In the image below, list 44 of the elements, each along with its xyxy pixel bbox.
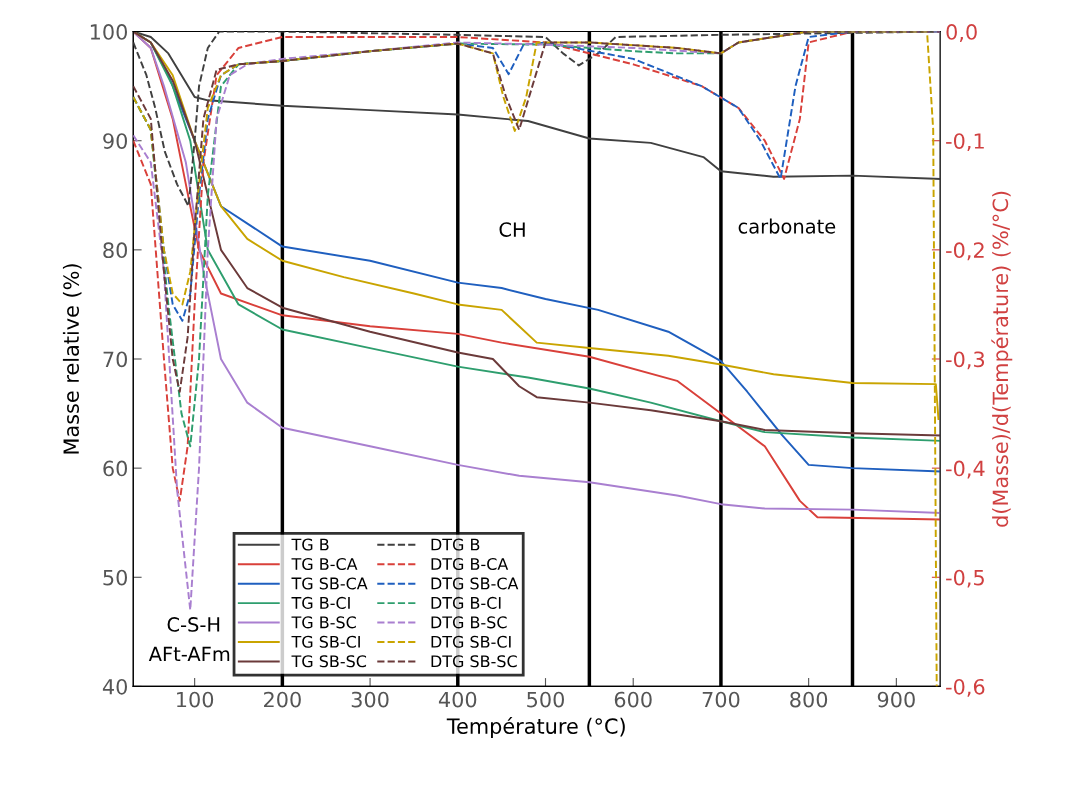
x-tick-label: 700 xyxy=(702,691,740,708)
y-axis-title: Masse relative (%) xyxy=(62,264,82,454)
legend-label: TG SB-SC xyxy=(291,655,367,668)
y-tick-label: 70 xyxy=(103,351,128,368)
x-tick-label: 100 xyxy=(177,691,214,708)
y2-tick-label: 0,0 xyxy=(946,24,977,42)
legend-label: DTG SB-CA xyxy=(431,577,519,590)
legend-label: TG B-CA xyxy=(291,557,358,571)
y2-tick-label: -0,3 xyxy=(946,351,985,370)
legend-label: TG SB-CA xyxy=(291,577,368,590)
y2-tick-label: -0,5 xyxy=(946,569,984,588)
x-tick-label: 600 xyxy=(614,691,652,708)
x-tick-label: 900 xyxy=(877,691,915,708)
legend-label: DTG B-CA xyxy=(431,557,509,571)
legend-label: TG B-CI xyxy=(291,596,350,609)
annotation: carbonate xyxy=(738,218,836,234)
legend-label: DTG B xyxy=(431,538,480,551)
y2-tick-label: -0,6 xyxy=(946,678,985,697)
y-tick-label: 50 xyxy=(103,569,128,586)
y-tick-label: 100 xyxy=(90,24,127,40)
legend-label: DTG B-SC xyxy=(431,616,507,629)
y2-axis-title: d(Masse)/d(Température) (%/°C) xyxy=(991,191,1013,527)
y-tick-label: 80 xyxy=(103,242,128,259)
legend-label: TG SB-CI xyxy=(291,635,360,648)
legend-label: TG B-SC xyxy=(291,616,356,629)
annotation: CH xyxy=(499,222,525,237)
legend-label: DTG SB-CI xyxy=(431,635,511,648)
y-tick-label: 60 xyxy=(103,460,128,477)
y-tick-label: 40 xyxy=(102,678,128,695)
legend-label: DTG B-CI xyxy=(431,596,501,609)
x-axis-title: Température (°C) xyxy=(446,717,625,739)
x-tick-label: 200 xyxy=(264,691,301,708)
x-tick-label: 500 xyxy=(527,691,564,708)
y2-tick-label: -0,4 xyxy=(946,460,985,479)
x-tick-label: 800 xyxy=(790,691,828,708)
legend-label: DTG SB-SC xyxy=(431,655,517,668)
annotation: AFt-AFm xyxy=(148,646,230,662)
y2-tick-label: -0,1 xyxy=(946,133,984,152)
y2-tick-label: -0,2 xyxy=(946,242,984,261)
annotation: C-S-H xyxy=(167,617,220,632)
x-tick-label: 400 xyxy=(438,691,477,708)
legend-label: TG B xyxy=(291,538,329,551)
x-tick-label: 300 xyxy=(351,691,389,708)
y-tick-label: 90 xyxy=(103,133,128,149)
